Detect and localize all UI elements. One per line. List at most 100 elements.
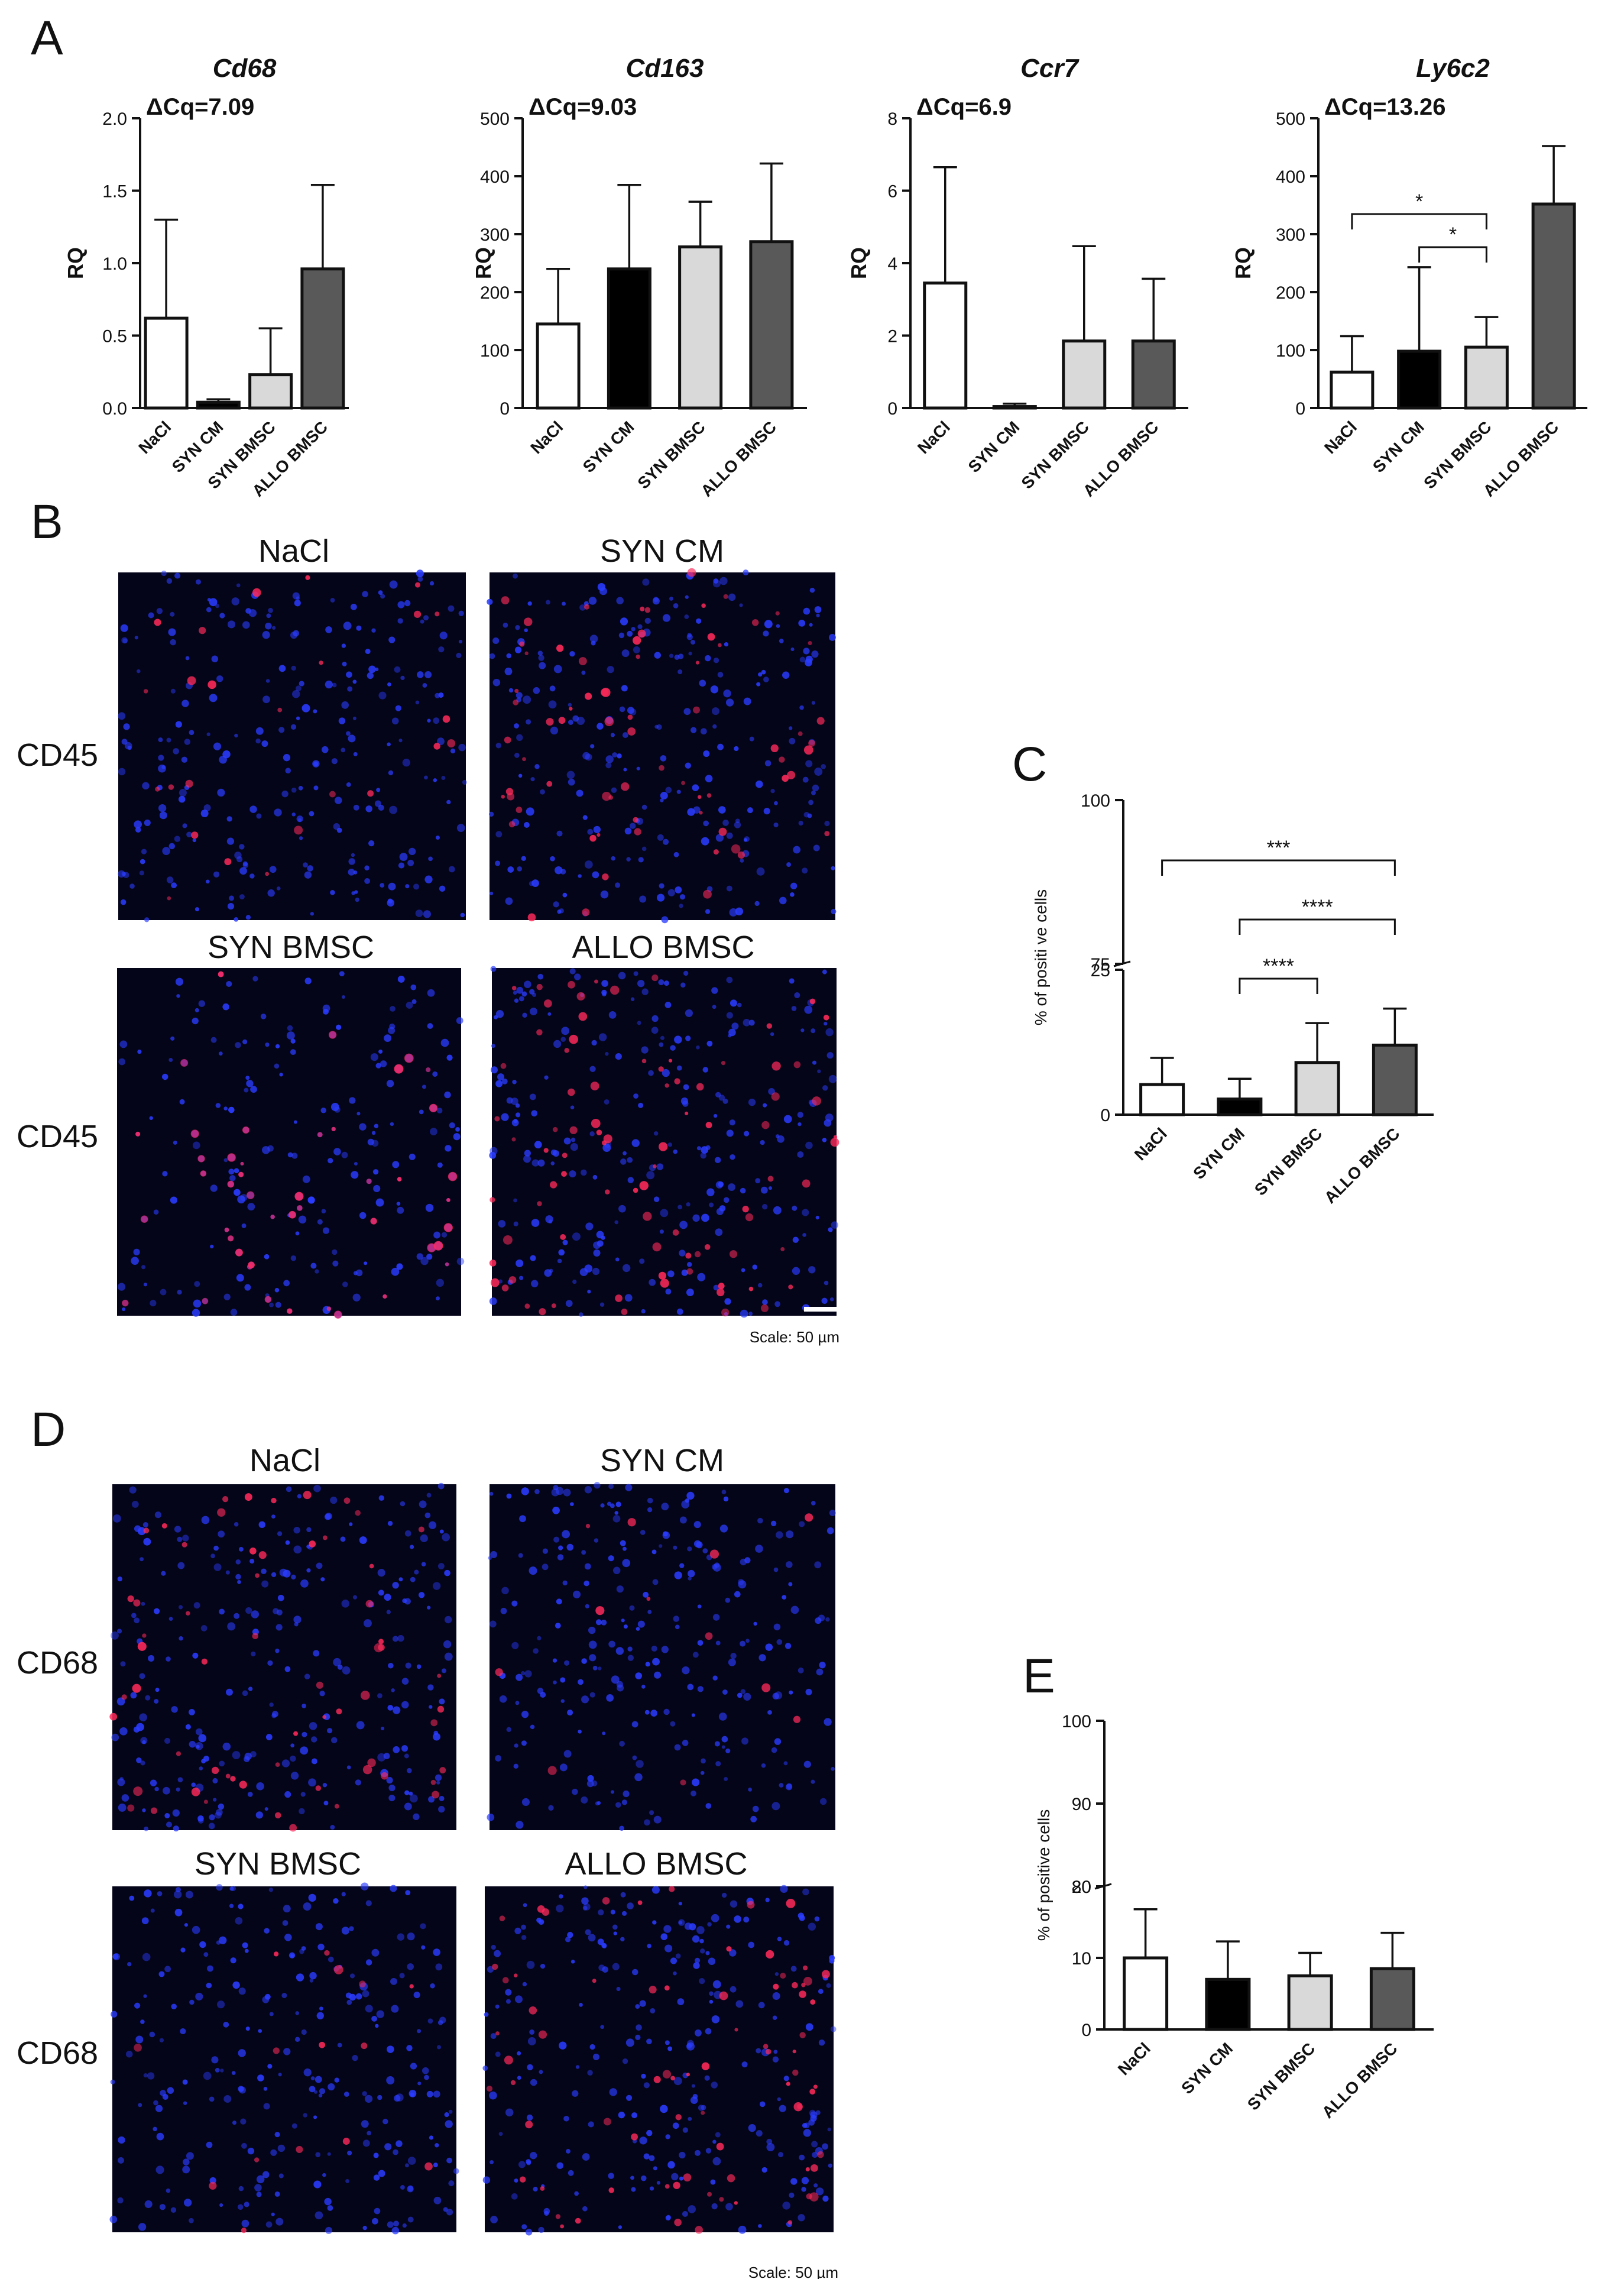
nucleus-dot xyxy=(173,748,179,755)
nucleus-dot xyxy=(238,2186,244,2191)
nucleus-dot xyxy=(228,1168,235,1175)
nucleus-dot xyxy=(578,874,582,878)
nucleus-dot xyxy=(455,1127,460,1132)
nucleus-dot xyxy=(634,1773,643,1782)
nucleus-dot xyxy=(300,1746,309,1755)
nucleus-dot xyxy=(620,1937,625,1942)
nucleus-dot xyxy=(175,977,184,986)
nucleus-dot xyxy=(245,1076,250,1080)
nucleus-dot xyxy=(130,1692,137,1699)
nucleus-dot xyxy=(316,2012,324,2019)
nucleus-dot xyxy=(713,1113,718,1118)
marker-dot xyxy=(707,633,715,641)
nucleus-dot xyxy=(664,1944,673,1953)
nucleus-dot xyxy=(556,1904,564,1913)
marker-dot xyxy=(705,1632,713,1640)
marker-dot xyxy=(513,700,519,705)
nucleus-dot xyxy=(710,2179,716,2185)
nucleus-dot xyxy=(667,889,675,896)
marker-dot xyxy=(726,1946,732,1952)
significance-bracket xyxy=(1239,977,1318,994)
nucleus-dot xyxy=(653,2166,657,2171)
col-header-allo-bmsc: ALLO BMSC xyxy=(572,930,754,965)
nucleus-dot xyxy=(651,1027,659,1034)
nucleus-dot xyxy=(386,2076,395,2084)
nucleus-dot xyxy=(653,1815,662,1824)
nucleus-dot xyxy=(310,1262,317,1269)
nucleus-dot xyxy=(281,1993,287,1999)
nucleus-dot xyxy=(231,1886,236,1891)
nucleus-dot xyxy=(790,1966,797,1972)
nucleus-dot xyxy=(673,603,679,608)
marker-dot xyxy=(504,2055,513,2065)
nucleus-dot xyxy=(309,1979,314,1983)
nucleus-dot xyxy=(756,682,761,687)
nucleus-dot xyxy=(387,2045,394,2053)
nucleus-dot xyxy=(594,1538,599,1543)
nucleus-dot xyxy=(377,2095,383,2100)
nucleus-dot xyxy=(371,2218,378,2225)
nucleus-dot xyxy=(274,2132,280,2138)
nucleus-dot xyxy=(683,708,691,716)
nucleus-dot xyxy=(244,1087,249,1093)
nucleus-dot xyxy=(402,1598,407,1604)
micrograph-cd68-allo-bmsc xyxy=(482,1885,837,2236)
nucleus-dot xyxy=(166,1821,172,1828)
nucleus-dot xyxy=(150,1779,157,1786)
marker-dot xyxy=(510,2080,516,2086)
nucleus-dot xyxy=(649,1810,654,1815)
nucleus-dot xyxy=(719,577,728,585)
nucleus-dot xyxy=(618,632,625,639)
nucleus-dot xyxy=(623,1624,628,1629)
nucleus-dot xyxy=(239,2086,246,2094)
nucleus-dot xyxy=(145,1695,151,1701)
significance-label: * xyxy=(1449,224,1457,246)
bar-allo-bmsc xyxy=(1372,1043,1418,1116)
bar-syn-bmsc xyxy=(678,245,723,410)
marker-dot xyxy=(651,974,659,982)
nucleus-dot xyxy=(553,1150,560,1157)
nucleus-dot xyxy=(679,1563,685,1568)
nucleus-dot xyxy=(684,614,689,619)
delta-cq-annotation: ΔCq=13.26 xyxy=(1324,94,1446,120)
marker-dot xyxy=(199,627,206,635)
significance-bracket xyxy=(1239,918,1396,935)
nucleus-dot xyxy=(323,1801,329,1806)
nucleus-dot xyxy=(384,1034,392,1043)
marker-dot xyxy=(610,985,620,995)
nucleus-dot xyxy=(644,1819,650,1826)
nucleus-dot xyxy=(302,1731,307,1737)
nucleus-dot xyxy=(111,2011,118,2018)
col-header-allo-bmsc-d: ALLO BMSC xyxy=(565,1846,747,1882)
nucleus-dot xyxy=(154,1608,160,1614)
nucleus-dot xyxy=(564,1660,570,1666)
nucleus-dot xyxy=(436,1108,443,1113)
nucleus-dot xyxy=(613,1931,617,1935)
nucleus-dot xyxy=(574,973,581,980)
nucleus-dot xyxy=(811,1501,816,1506)
nucleus-dot xyxy=(637,624,643,630)
nucleus-dot xyxy=(120,899,127,905)
nucleus-dot xyxy=(726,1012,733,1019)
nucleus-dot xyxy=(423,910,432,918)
marker-dot xyxy=(238,1171,244,1177)
nucleus-dot xyxy=(710,685,719,694)
nucleus-dot xyxy=(309,1722,317,1730)
nucleus-dot xyxy=(338,717,346,724)
nucleus-dot xyxy=(579,1312,584,1317)
nucleus-dot xyxy=(760,1140,765,1145)
marker-dot xyxy=(132,1684,141,1693)
marker-dot xyxy=(594,979,598,984)
nucleus-dot xyxy=(272,626,276,630)
nucleus-dot xyxy=(647,1507,653,1513)
marker-dot xyxy=(602,873,609,880)
nucleus-dot xyxy=(619,706,625,713)
nucleus-dot xyxy=(540,1963,546,1969)
nucleus-dot xyxy=(679,1221,688,1229)
marker-dot xyxy=(486,2086,493,2092)
nucleus-dot xyxy=(739,603,743,607)
marker-dot xyxy=(222,1495,229,1503)
nucleus-dot xyxy=(726,1924,731,1929)
nucleus-dot xyxy=(649,1278,656,1286)
nucleus-dot xyxy=(156,2132,164,2141)
